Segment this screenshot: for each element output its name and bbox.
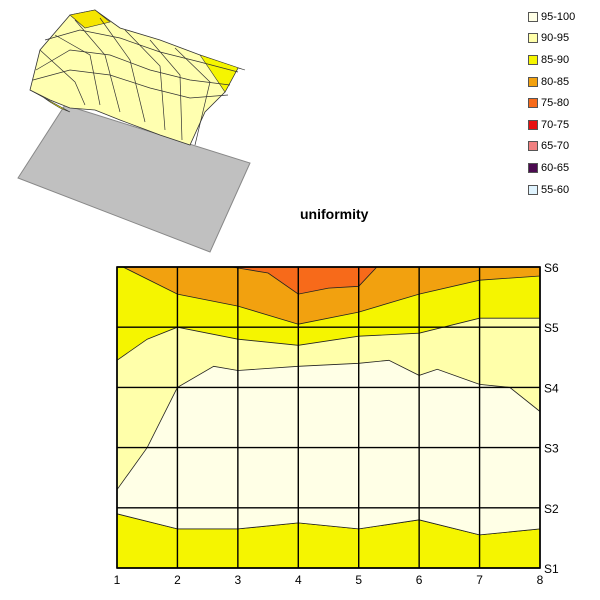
legend-swatch: [528, 141, 538, 152]
legend-item-3: 80-85: [528, 71, 598, 93]
x-tick-label-3: 4: [295, 573, 302, 587]
legend-item-2: 85-90: [528, 49, 598, 71]
legend-item-5: 70-75: [528, 114, 598, 136]
legend-swatch: [528, 11, 538, 22]
legend-label: 75-80: [541, 97, 570, 110]
legend-label: 60-65: [541, 161, 570, 174]
legend-swatch: [528, 54, 538, 65]
surface-floor: [17, 104, 251, 253]
legend-label: 85-90: [541, 53, 570, 66]
legend-label: 65-70: [541, 140, 570, 153]
legend-label: 95-100: [541, 10, 576, 23]
legend-item-6: 65-70: [528, 136, 598, 158]
surface-ridge: [69, 9, 111, 29]
legend-item-8: 55-60: [528, 179, 598, 201]
legend-swatch: [528, 184, 538, 195]
legend-label: 70-75: [541, 118, 570, 131]
legend-item-0: 95-100: [528, 6, 598, 28]
legend-item-1: 90-95: [528, 28, 598, 50]
legend-swatch: [528, 76, 538, 87]
y-tick-label-4: S5: [544, 321, 559, 335]
plot-border: [116, 266, 541, 569]
legend-swatch: [528, 162, 538, 173]
legend-item-7: 60-65: [528, 157, 598, 179]
x-tick-label-7: 8: [537, 573, 544, 587]
y-tick-label-5: S6: [544, 261, 559, 275]
legend-label: 55-60: [541, 183, 570, 196]
legend-label: 90-95: [541, 32, 570, 45]
x-tick-label-0: 1: [114, 573, 121, 587]
legend-label: 80-85: [541, 75, 570, 88]
legend-swatch: [528, 98, 538, 109]
legend: 95-100 90-95 85-90 80-85 75-80 70-75 65-70 60-6…: [528, 6, 598, 200]
y-tick-label-3: S4: [544, 381, 559, 395]
y-tick-label-1: S2: [544, 502, 559, 516]
y-tick-label-0: S1: [544, 562, 559, 576]
y-tick-label-2: S3: [544, 442, 559, 456]
legend-swatch: [528, 119, 538, 130]
x-tick-label-5: 6: [416, 573, 423, 587]
chart-title: uniformity: [300, 206, 369, 222]
x-tick-label-4: 5: [355, 573, 362, 587]
legend-swatch: [528, 33, 538, 44]
legend-item-4: 75-80: [528, 92, 598, 114]
surface-3d-chart: [17, 9, 251, 253]
x-tick-label-6: 7: [476, 573, 483, 587]
x-tick-label-1: 2: [174, 573, 181, 587]
surface-edge-right: [199, 54, 246, 93]
surface-grid: [32, 17, 239, 146]
x-tick-label-2: 3: [235, 573, 242, 587]
